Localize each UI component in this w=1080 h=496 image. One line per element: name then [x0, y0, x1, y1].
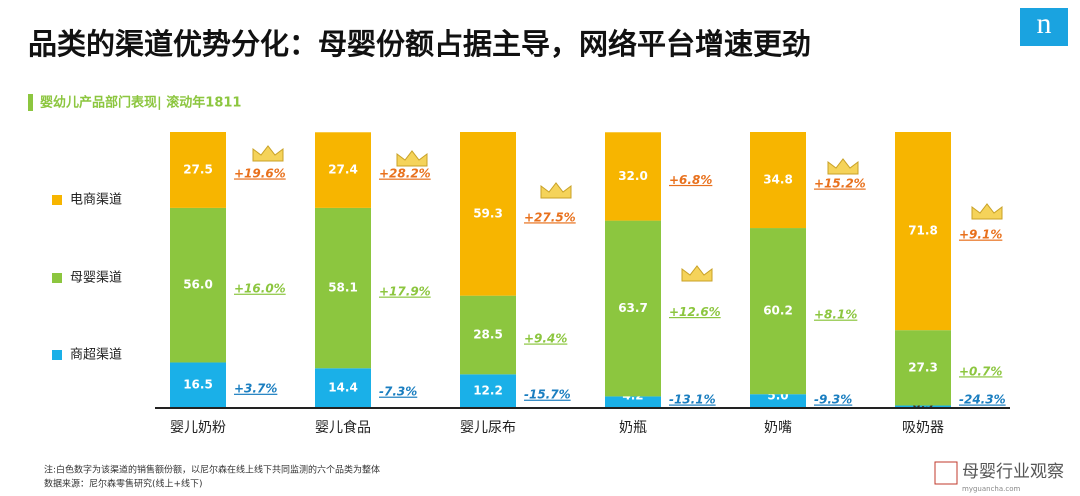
- value-label: 58.1: [328, 281, 358, 295]
- bar-segment: [460, 374, 516, 408]
- bar-segment: [315, 207, 371, 369]
- value-label: 63.7: [618, 301, 648, 315]
- note: 注:白色数字为该渠道的销售额份额，以尼尔森在线上线下共同监测的六个品类为整体: [44, 464, 380, 476]
- bar-segment: [460, 132, 516, 296]
- growth-label: +12.6%: [669, 305, 721, 319]
- value-label: 14.4: [328, 381, 358, 395]
- growth-label: +28.2%: [379, 167, 431, 181]
- bar-segment: [170, 132, 226, 208]
- growth-label: +15.2%: [814, 177, 866, 191]
- bar-segment: [895, 405, 951, 408]
- note: 数据来源：尼尔森零售研究(线上+线下): [44, 478, 203, 490]
- legend-label: 电商渠道: [70, 193, 122, 208]
- crown-icon: [971, 203, 1003, 220]
- crown-icon: [681, 265, 713, 282]
- growth-label: -15.7%: [524, 388, 571, 402]
- bar-segment: [170, 362, 226, 408]
- legend-label: 商超渠道: [70, 348, 122, 363]
- growth-label: +9.1%: [959, 228, 1002, 242]
- watermark-icon: [934, 461, 958, 485]
- logo-box: [1020, 8, 1068, 46]
- logo: n: [1037, 7, 1052, 40]
- legend-label: 母婴渠道: [70, 271, 122, 286]
- bar-segment: [605, 220, 661, 397]
- growth-label: +3.7%: [234, 382, 277, 396]
- bar-segment: [750, 228, 806, 395]
- watermark: 母婴行业观察: [962, 462, 1064, 482]
- chart-title: 品类的渠道优势分化：母婴份额占据主导，网络平台增速更劲: [28, 27, 811, 61]
- bar-segment: [750, 132, 806, 229]
- growth-label: +0.7%: [959, 364, 1002, 378]
- value-label: 27.3: [908, 360, 938, 374]
- x-tick-label: 婴儿奶粉: [170, 420, 226, 436]
- growth-label: -9.3%: [814, 393, 852, 407]
- x-tick-label: 吸奶器: [902, 420, 944, 436]
- bar-segment: [605, 132, 661, 221]
- growth-label: -7.3%: [379, 385, 417, 399]
- x-tick-label: 奶嘴: [764, 420, 792, 436]
- crown-icon: [252, 145, 284, 162]
- growth-label: +8.1%: [814, 308, 857, 322]
- legend-swatch: [52, 195, 62, 205]
- value-label: 12.2: [473, 384, 503, 398]
- growth-label: -13.1%: [669, 393, 716, 407]
- value-label: 71.8: [908, 224, 938, 238]
- growth-label: +19.6%: [234, 166, 286, 180]
- bar-segment: [315, 132, 371, 208]
- value-label: 28.5: [473, 327, 503, 341]
- bar-segment: [170, 207, 226, 363]
- bar-segment: [895, 330, 951, 406]
- subtitle-marker: [28, 94, 33, 111]
- growth-label: -24.3%: [959, 393, 1006, 407]
- growth-label: +16.0%: [234, 282, 286, 296]
- watermark-site: myguancha.com: [962, 485, 1020, 493]
- legend-swatch: [52, 350, 62, 360]
- subtitle: 婴幼儿产品部门表现| 滚动年1811: [40, 95, 241, 111]
- x-tick-label: 婴儿尿布: [460, 420, 516, 436]
- bar-segment: [895, 132, 951, 331]
- bar-segment: [315, 368, 371, 408]
- value-label: 27.5: [183, 162, 213, 176]
- crown-icon: [396, 150, 428, 167]
- bar-segment: [460, 295, 516, 375]
- crown-icon: [540, 182, 572, 199]
- x-tick-label: 婴儿食品: [315, 419, 371, 436]
- growth-label: +9.4%: [524, 331, 567, 345]
- value-label: 60.2: [763, 304, 793, 318]
- value-label: 32.0: [618, 169, 648, 183]
- legend-swatch: [52, 273, 62, 283]
- value-label: 34.8: [763, 173, 793, 187]
- growth-label: +27.5%: [524, 210, 576, 224]
- value-label: 56.0: [183, 278, 213, 292]
- value-label: 59.3: [473, 206, 503, 220]
- growth-label: +6.8%: [669, 173, 712, 187]
- bar-segment: [750, 394, 806, 408]
- value-label: 16.5: [183, 378, 213, 392]
- growth-label: +17.9%: [379, 285, 431, 299]
- bar-segment: [605, 396, 661, 408]
- x-tick-label: 奶瓶: [619, 420, 647, 436]
- crown-icon: [827, 158, 859, 175]
- value-label: 27.4: [328, 163, 358, 177]
